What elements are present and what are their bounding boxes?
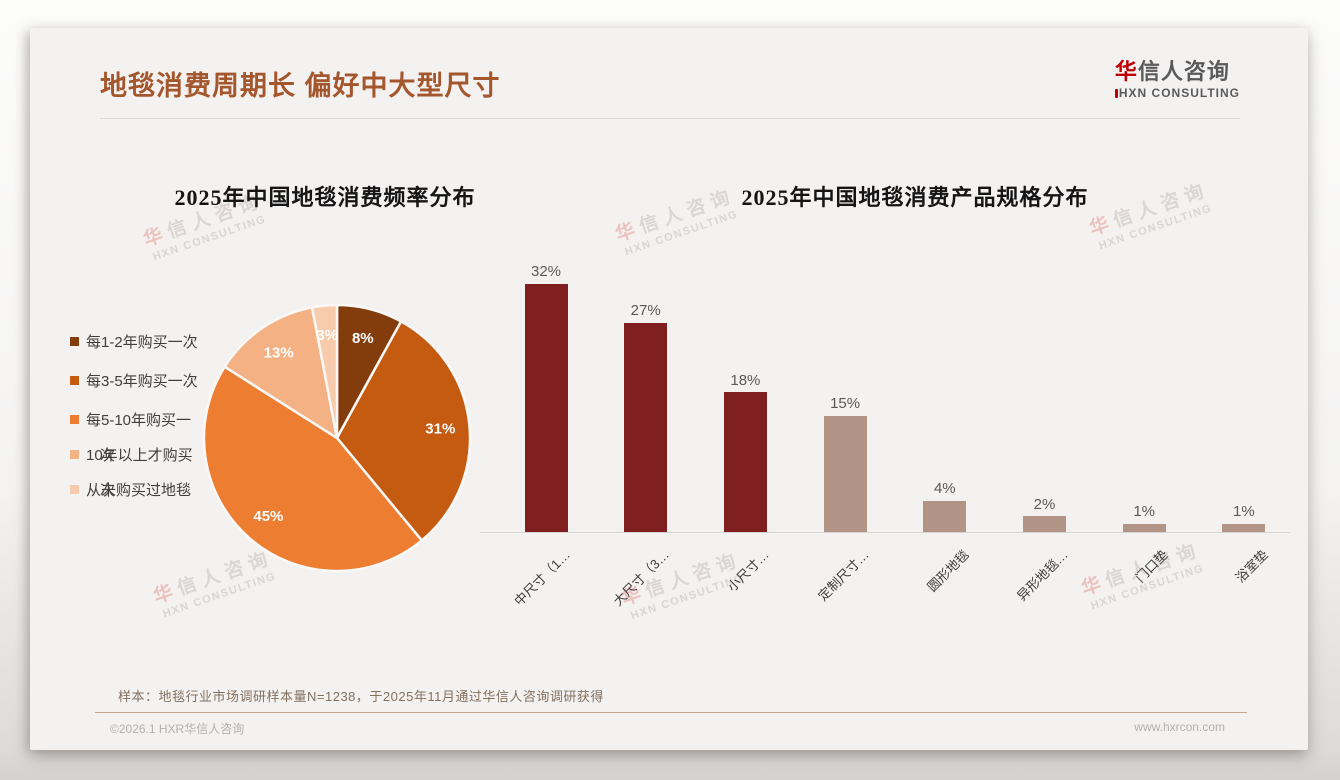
pie-data-label: 8%	[352, 330, 374, 347]
page-title: 地毯消费周期长 偏好中大型尺寸	[100, 71, 501, 101]
bar-value-label: 15%	[830, 395, 861, 412]
pie-data-label: 31%	[425, 420, 455, 437]
legend-item: 10年以上才购买次	[70, 444, 193, 499]
bar	[723, 392, 767, 532]
legend-item: 每5-10年购买一次	[70, 409, 191, 464]
bar	[1023, 516, 1066, 532]
footer-divider	[95, 712, 1247, 713]
title-divider	[100, 118, 1240, 119]
pie-chart: 8% 31% 45% 13% 3%	[202, 303, 472, 573]
bar-value-label: 4%	[933, 480, 956, 497]
bar-value-label: 32%	[530, 263, 562, 280]
bar-value-label: 1%	[1133, 503, 1156, 520]
bar-category-label: 门口垫	[1132, 547, 1171, 586]
pie-slice	[310, 303, 339, 440]
slide-card: 华信人咨询 HXN CONSULTING 华信人咨询 HXN CONSULTING 华信…	[30, 28, 1308, 750]
bar	[624, 323, 668, 532]
sample-note: 样本：地毯行业市场调研样本量N=1238，于2025年11月通过华信人咨询调研获…	[118, 689, 604, 704]
pie-slice	[223, 306, 339, 440]
bar-category-label: 定制尺寸…	[815, 547, 872, 604]
bar-value-label: 2%	[1033, 496, 1056, 513]
logo-accent-char: 华	[1114, 59, 1138, 84]
bar-category-label: 圆形地毯	[924, 547, 972, 595]
bar-value-label: 1%	[1233, 503, 1255, 520]
bar-category-label: 小尺寸…	[724, 547, 773, 595]
copyright-text: ©2026.1 HXR华信人咨询	[110, 722, 245, 736]
bar	[823, 416, 867, 532]
legend-swatch-icon	[70, 485, 79, 494]
logo-red-mark-icon	[1114, 88, 1118, 98]
bar-chart: 32% 中尺寸（1… 27% 大尺寸（3… 18% 小尺寸… 15% 定制尺寸… 4% 圆形地毯 2…	[480, 263, 1290, 609]
bar-category-label: 浴室垫	[1232, 547, 1271, 586]
pie-data-label: 45%	[253, 508, 283, 525]
bar	[524, 284, 568, 532]
website-url: www.hxrcon.com	[1134, 720, 1225, 734]
logo-english-label: HXN CONSULTING	[1118, 86, 1240, 100]
bar-value-label: 27%	[630, 302, 661, 319]
legend-swatch-icon	[70, 450, 79, 459]
legend-swatch-icon	[70, 415, 79, 424]
bar-category-label: 中尺寸（1…	[511, 547, 573, 609]
legend-item: 每3-5年购买一次	[70, 370, 198, 391]
pie-data-label: 3%	[316, 327, 338, 344]
footer: ©2026.1 HXR华信人咨询 www.hxrcon.com	[30, 720, 1308, 737]
bar-value-label: 18%	[730, 372, 761, 389]
bar	[1122, 524, 1166, 532]
bar	[923, 501, 967, 532]
logo-chinese-text: 华信人咨询	[1115, 54, 1240, 86]
legend-swatch-icon	[70, 337, 79, 346]
legend-wrapped-text: 次	[100, 482, 116, 499]
pie-chart-title: 2025年中国地毯消费频率分布	[174, 185, 476, 210]
legend-item: 每1-2年购买一次	[70, 331, 198, 352]
pie-slice	[335, 320, 472, 542]
legend-swatch-icon	[70, 376, 79, 385]
legend-wrapped-text: 次	[100, 447, 116, 464]
logo-rest-chars: 信人咨询	[1137, 59, 1230, 84]
legend-item: 从未购买过地毯	[70, 479, 191, 500]
pie-slice	[202, 365, 424, 573]
logo-english-text: HXN CONSULTING	[1114, 86, 1240, 100]
bar-chart-title: 2025年中国地毯消费产品规格分布	[741, 185, 1089, 210]
bar-category-label: 大尺寸（3…	[610, 547, 673, 609]
pie-data-label: 13%	[264, 344, 294, 361]
bar-category-label: 异形地毯…	[1014, 547, 1072, 604]
bar	[1222, 524, 1266, 532]
company-logo: 华信人咨询 HXN CONSULTING	[1114, 54, 1240, 100]
